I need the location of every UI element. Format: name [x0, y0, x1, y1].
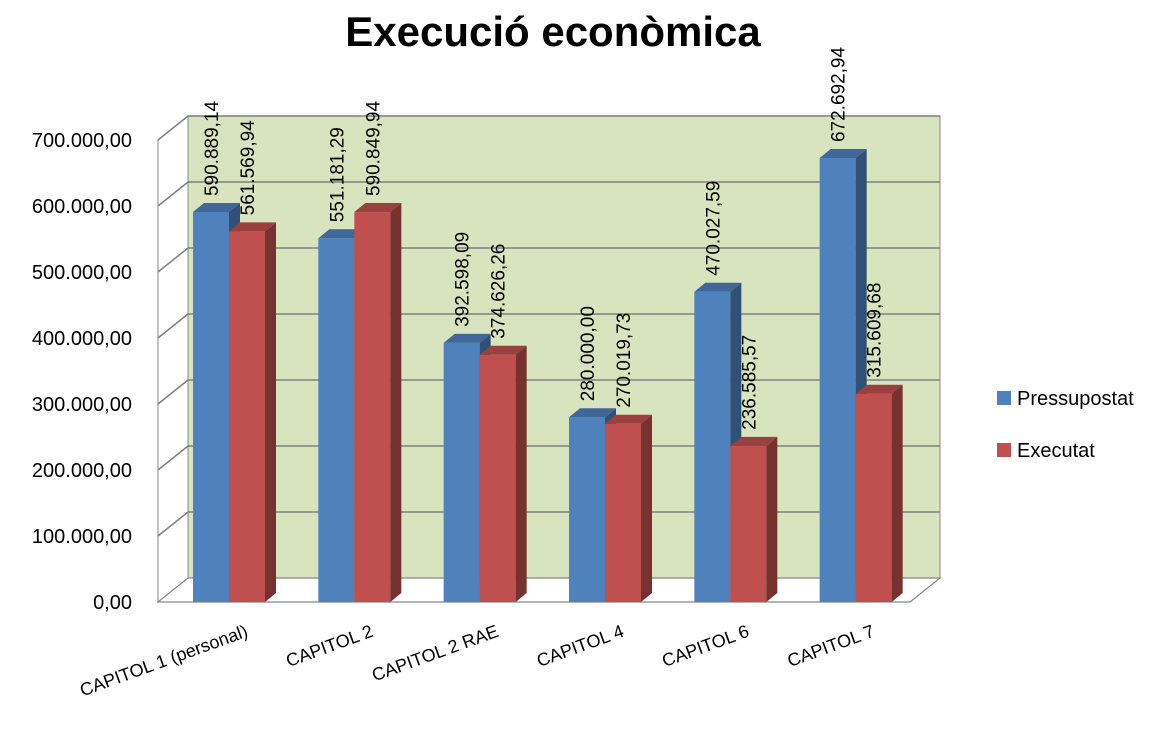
bar-top [569, 408, 616, 418]
bar-executat [605, 414, 652, 602]
data-label: 590.889,14 [202, 100, 223, 196]
bar-side [766, 436, 778, 602]
bar-top [479, 345, 527, 355]
x-category-label: CAPITOL 6 [659, 621, 751, 671]
y-tick-label: 100.000,00 [32, 526, 132, 548]
gridline [157, 181, 940, 207]
gridline [157, 115, 940, 141]
bar-front [730, 445, 767, 602]
bar-top [694, 282, 742, 292]
data-label: 392.598,09 [453, 232, 474, 327]
data-label: 672.692,94 [829, 46, 850, 142]
y-gridlines [157, 115, 940, 537]
gridline [157, 445, 940, 471]
y-axis-ticks: 0,00 100.000,00 200.000,00 300.000,00 400.00… [32, 130, 132, 614]
bar-executat [229, 222, 276, 603]
data-label: 270.019,73 [614, 313, 635, 408]
data-label: 561.569,94 [238, 120, 259, 216]
data-label: 280.000,00 [578, 306, 599, 401]
bar-top [855, 384, 903, 394]
data-label: 590.849,94 [363, 101, 384, 197]
legend-label: Executat [1017, 440, 1095, 462]
gridline [157, 511, 940, 537]
data-label: 374.626,26 [489, 244, 510, 339]
bar-front [605, 423, 641, 602]
bar-top [443, 333, 491, 343]
bar-side [390, 203, 402, 602]
bar-front [443, 342, 480, 602]
bar-top [229, 222, 276, 232]
bar-front [354, 212, 391, 602]
bar-front [318, 238, 355, 603]
y-tick-label: 0,00 [93, 592, 132, 614]
y-tick-label: 300.000,00 [32, 394, 132, 416]
x-category-label: CAPITOL 4 [534, 621, 626, 671]
bar-top [819, 149, 867, 159]
data-labels: 590.889,14 561.569,94 551.181,29 590.849,94… [202, 46, 886, 429]
bar-side [641, 414, 652, 602]
bar-front [819, 158, 856, 603]
bar-top [318, 229, 366, 239]
bar-front [479, 354, 516, 602]
y-tick-label: 600.000,00 [32, 196, 132, 218]
data-label: 470.027,59 [703, 181, 724, 276]
gridline [157, 313, 940, 339]
bar-side [265, 222, 276, 603]
bar-front [229, 231, 265, 603]
x-category-label: CAPITOL 1 (personal) [77, 621, 250, 700]
y-tick-label: 700.000,00 [32, 130, 132, 152]
bar-front [569, 417, 605, 602]
bar-front [855, 393, 892, 602]
bar-front [694, 291, 731, 602]
x-category-label: CAPITOL 2 [283, 621, 375, 671]
bar-top [193, 203, 240, 213]
bar-executat [354, 203, 402, 602]
legend-label: Pressupostat [1017, 388, 1134, 410]
bar-top [354, 203, 402, 213]
legend-swatch [997, 391, 1011, 405]
bar-executat [730, 436, 778, 602]
bar-executat [855, 384, 903, 602]
bar-front [193, 212, 229, 602]
y-tick-label: 200.000,00 [32, 460, 132, 482]
bar-top [605, 414, 652, 424]
gridline [157, 247, 940, 273]
y-tick-label: 400.000,00 [32, 328, 132, 350]
legend-swatch [997, 443, 1011, 457]
chart-title: Execució econòmica [345, 8, 761, 55]
data-label: 236.585,57 [739, 335, 760, 430]
bars [193, 149, 903, 603]
side-wall [157, 114, 189, 604]
data-label: 315.609,68 [865, 283, 886, 378]
x-category-label: CAPITOL 2 RAE [369, 621, 501, 685]
legend: Pressupostat Executat [997, 388, 1134, 462]
bar-side [515, 345, 527, 602]
bar-top [730, 436, 778, 446]
data-label: 551.181,29 [327, 127, 348, 222]
y-tick-label: 500.000,00 [32, 262, 132, 284]
bar-executat [479, 345, 527, 602]
x-category-label: CAPITOL 7 [785, 621, 877, 671]
gridline [157, 379, 940, 405]
bar-side [891, 384, 903, 602]
